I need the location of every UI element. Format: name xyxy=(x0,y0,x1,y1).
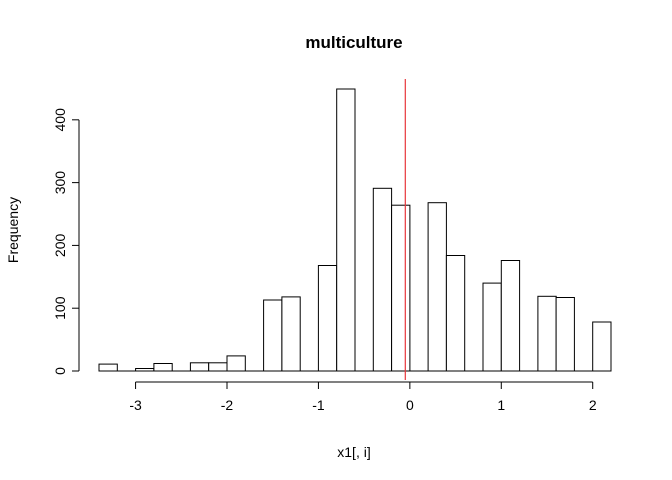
histogram-bar xyxy=(500,260,521,372)
x-tick-label: 0 xyxy=(406,397,414,413)
histogram-bar xyxy=(537,295,557,372)
histogram-bar xyxy=(226,355,246,372)
y-tick-label: 300 xyxy=(52,171,68,195)
x-tick-label: -3 xyxy=(129,397,142,413)
histogram-bar xyxy=(189,362,210,372)
y-axis: 0 100 200 300 400 xyxy=(52,108,80,375)
histogram-bar xyxy=(482,282,502,372)
histogram-bar xyxy=(281,296,301,372)
x-axis: -3 -2 -1 0 1 2 xyxy=(129,381,597,413)
y-tick-label: 400 xyxy=(52,108,68,132)
y-axis-label: Frequency xyxy=(5,197,21,263)
y-tick-label: 200 xyxy=(52,234,68,258)
x-tick-label: -1 xyxy=(312,397,325,413)
histogram-bar xyxy=(372,187,393,372)
histogram-bar xyxy=(263,299,283,372)
histogram-bar xyxy=(208,362,228,372)
histogram-bar xyxy=(592,321,612,372)
histogram-bar xyxy=(135,368,155,372)
y-tick-label: 100 xyxy=(52,296,68,320)
x-tick-label: -2 xyxy=(221,397,234,413)
histogram-bar xyxy=(153,363,173,372)
histogram-bar xyxy=(98,363,118,372)
x-tick-label: 2 xyxy=(589,397,597,413)
histogram-bar xyxy=(427,202,447,372)
histogram-bar xyxy=(317,265,338,372)
chart-title: multiculture xyxy=(305,33,402,52)
bars-group xyxy=(98,88,612,372)
histogram-bar xyxy=(336,88,356,372)
y-tick-label: 0 xyxy=(52,367,68,375)
x-axis-label: x1[, i] xyxy=(337,444,370,460)
histogram-bar xyxy=(391,204,411,372)
x-tick-label: 1 xyxy=(497,397,505,413)
histogram-bar xyxy=(445,255,466,372)
histogram-bar xyxy=(555,297,575,372)
